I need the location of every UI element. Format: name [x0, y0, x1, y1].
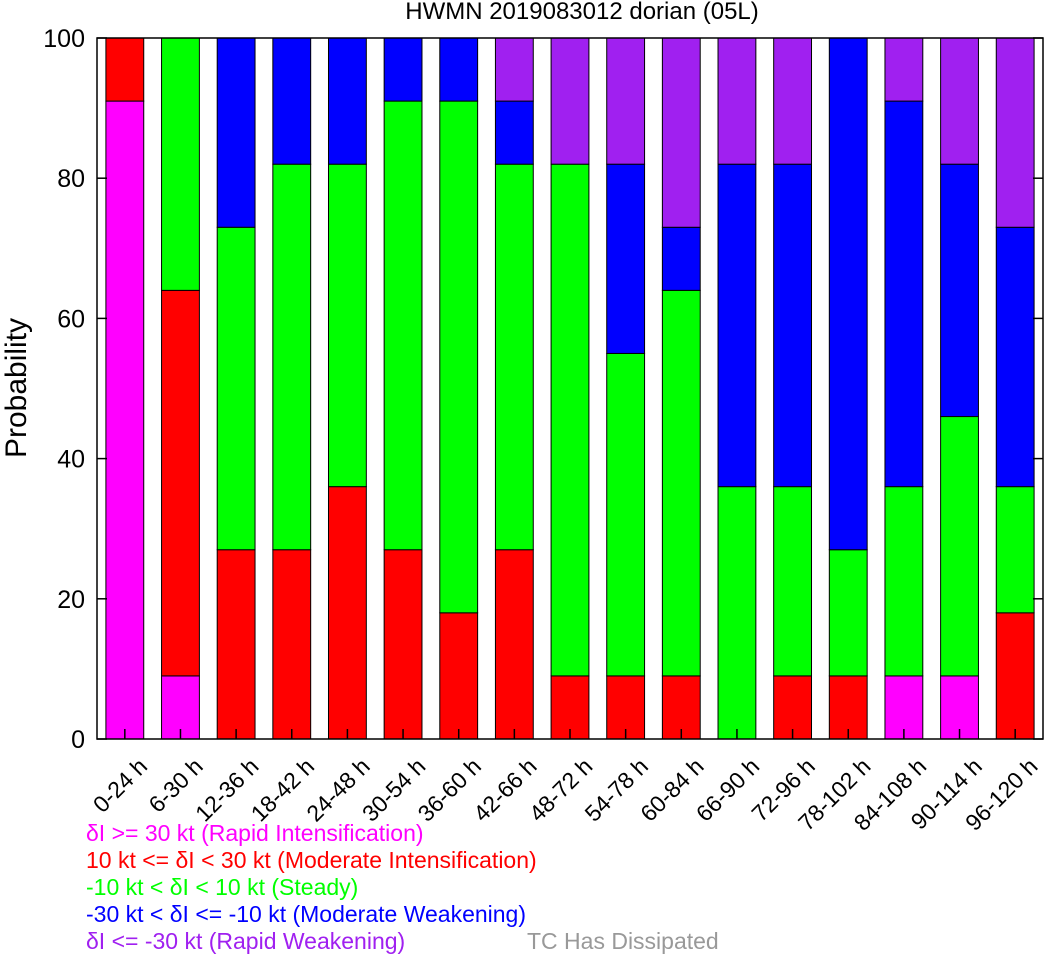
bar-segment-18-42h-s2: [272, 163, 312, 551]
y-tick-label-100: 100: [43, 25, 85, 53]
bar-segment-72-96h-s3: [773, 163, 813, 488]
bar-segment-66-90h-s4: [717, 37, 757, 165]
bar-segment-12-36h-s2: [216, 226, 256, 551]
y-axis-label: Probability: [0, 318, 33, 458]
y-tick-label-40: 40: [57, 446, 85, 474]
bar-segment-48-72h-s4: [550, 37, 590, 165]
bars-layer: [105, 37, 1035, 740]
bar-segment-90-114h-s3: [940, 163, 979, 418]
bar-segment-42-66h-s1: [494, 549, 534, 740]
bar-segment-96-120h-s1: [995, 612, 1035, 740]
legend-item-2: -10 kt < δI < 10 kt (Steady): [86, 874, 359, 900]
legend-item-0: δI >= 30 kt (Rapid Intensification): [86, 820, 424, 846]
bar-segment-84-108h-s4: [884, 37, 924, 102]
bar-segment-0-24h-s1: [105, 37, 145, 102]
bar-segment-30-54h-s1: [383, 549, 423, 740]
bar-segment-60-84h-s4: [661, 37, 701, 228]
legend: δI >= 30 kt (Rapid Intensification) 10 kt…: [86, 820, 537, 955]
bar-segment-84-108h-s3: [884, 100, 924, 488]
bar-segment-0-24h-s0: [105, 100, 145, 740]
bar-segment-90-114h-s0: [940, 675, 979, 740]
bar-segment-54-78h-s3: [606, 163, 646, 354]
bar-segment-6-30h-s1: [161, 289, 200, 677]
bar-segment-6-30h-s2: [161, 37, 200, 291]
bar-segment-48-72h-s1: [550, 675, 590, 740]
bar-segment-60-84h-s3: [661, 226, 701, 291]
bar-segment-84-108h-s2: [884, 486, 924, 677]
bar-segment-54-78h-s2: [606, 352, 646, 677]
bar-segment-96-120h-s3: [995, 226, 1035, 488]
bar-segment-72-96h-s4: [773, 37, 813, 165]
bar-segment-42-66h-s4: [494, 37, 534, 102]
bar-segment-6-30h-s0: [161, 675, 200, 740]
bar-segment-66-90h-s2: [717, 486, 757, 740]
bar-segment-30-54h-s2: [383, 100, 423, 551]
bar-segment-54-78h-s4: [606, 37, 646, 165]
bar-segment-12-36h-s3: [216, 37, 256, 228]
legend-item-4: δI <= -30 kt (Rapid Weakening): [86, 928, 406, 954]
bar-segment-36-60h-s2: [439, 100, 479, 614]
bar-segment-24-48h-s2: [327, 163, 367, 488]
chart-title: HWMN 2019083012 dorian (05L): [405, 0, 759, 25]
bar-segment-60-84h-s1: [661, 675, 701, 740]
bar-segment-66-90h-s3: [717, 163, 757, 488]
bar-segment-72-96h-s2: [773, 486, 813, 677]
bar-segment-36-60h-s1: [439, 612, 479, 740]
bar-segment-48-72h-s2: [550, 163, 590, 677]
bar-segment-96-120h-s4: [995, 37, 1035, 228]
bar-segment-18-42h-s3: [272, 37, 312, 165]
x-tick-label-0: 0-24 h: [88, 753, 153, 818]
bar-segment-90-114h-s2: [940, 416, 979, 677]
y-tick-label-0: 0: [71, 726, 85, 754]
bar-segment-96-120h-s2: [995, 486, 1035, 614]
bar-segment-30-54h-s3: [383, 37, 423, 102]
bar-segment-36-60h-s3: [439, 37, 479, 102]
bar-segment-78-102h-s1: [828, 675, 868, 740]
legend-item-1: 10 kt <= δI < 30 kt (Moderate Intensific…: [86, 847, 537, 873]
bar-segment-24-48h-s1: [327, 486, 367, 740]
bar-segment-78-102h-s3: [828, 37, 868, 551]
bar-segment-90-114h-s4: [940, 37, 979, 165]
bar-segment-42-66h-s2: [494, 163, 534, 551]
bar-segment-18-42h-s1: [272, 549, 312, 740]
legend-dissipated: TC Has Dissipated: [527, 928, 719, 954]
bar-segment-24-48h-s3: [327, 37, 367, 165]
bar-segment-12-36h-s1: [216, 549, 256, 740]
y-tick-label-80: 80: [57, 165, 85, 193]
legend-item-3: -30 kt < δI <= -10 kt (Moderate Weakenin…: [86, 901, 527, 927]
bar-segment-42-66h-s3: [494, 100, 534, 165]
bar-segment-78-102h-s2: [828, 549, 868, 677]
bar-segment-60-84h-s2: [661, 289, 701, 677]
y-tick-label-60: 60: [57, 305, 85, 333]
y-tick-label-20: 20: [57, 586, 85, 614]
